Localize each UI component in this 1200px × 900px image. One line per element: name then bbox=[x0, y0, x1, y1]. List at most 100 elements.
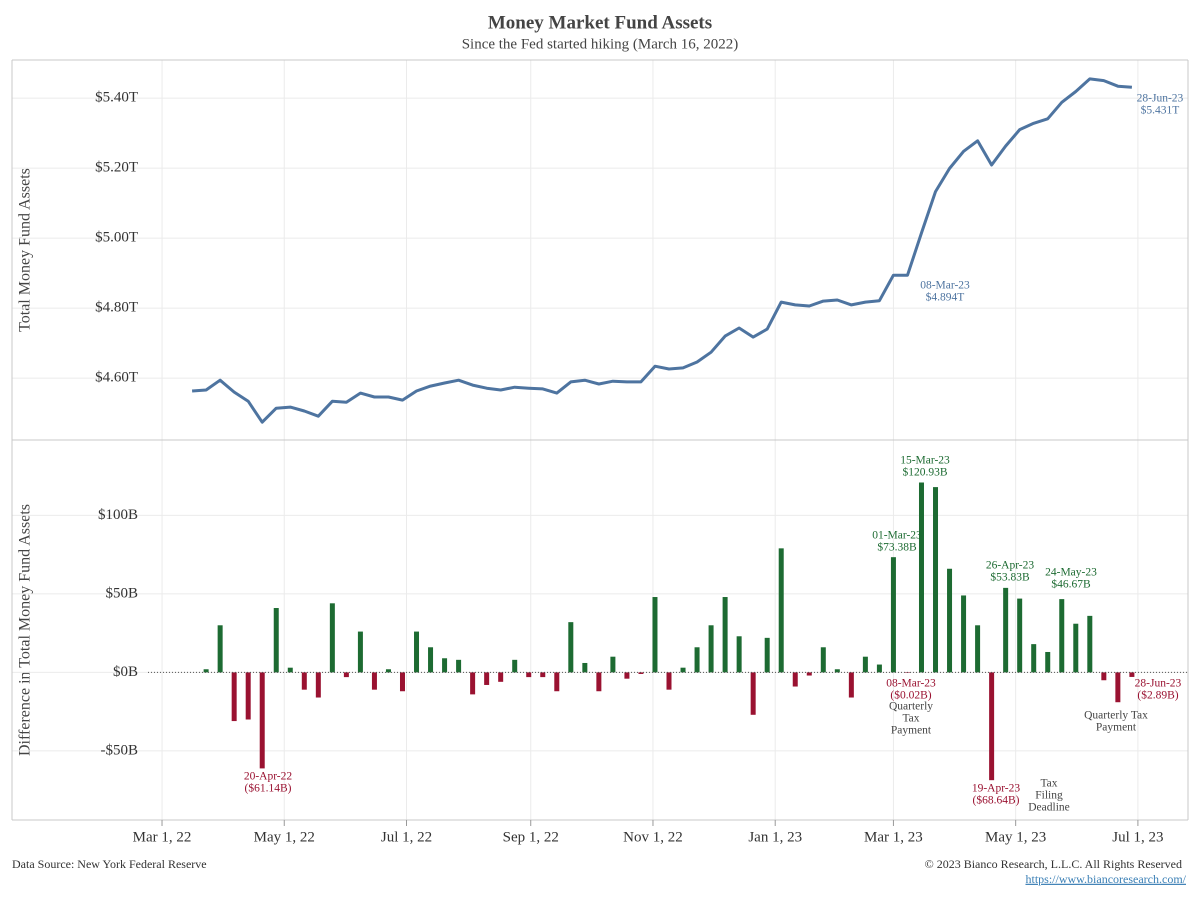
bar bbox=[456, 659, 462, 673]
annotation: $5.431T bbox=[1141, 104, 1180, 117]
y-tick-label: $4.80T bbox=[95, 300, 138, 316]
bar bbox=[484, 672, 490, 685]
bar bbox=[1129, 672, 1135, 677]
bar bbox=[596, 672, 602, 692]
bar bbox=[918, 482, 924, 673]
chart-title: Money Market Fund Assets bbox=[488, 12, 712, 33]
bar bbox=[834, 669, 840, 673]
bar bbox=[1115, 672, 1121, 703]
x-tick-label: Jan 1, 23 bbox=[748, 829, 802, 845]
bar bbox=[989, 672, 995, 781]
bar bbox=[301, 672, 307, 690]
y-tick-label: -$50B bbox=[101, 742, 139, 758]
annotation: 20-Apr-22 bbox=[244, 771, 293, 783]
bar bbox=[1087, 615, 1093, 673]
annotation: ($68.64B) bbox=[973, 794, 1020, 807]
bar bbox=[1073, 623, 1079, 673]
bar bbox=[526, 672, 532, 678]
y-tick-label: $50B bbox=[105, 585, 138, 601]
bar bbox=[610, 656, 616, 673]
bar bbox=[764, 637, 770, 673]
annotation: Quarterly Tax bbox=[1084, 710, 1148, 722]
bar bbox=[498, 672, 504, 682]
bar bbox=[806, 672, 812, 676]
chart-subtitle: Since the Fed started hiking (March 16, … bbox=[462, 36, 739, 52]
bar bbox=[890, 557, 896, 673]
bar bbox=[1003, 587, 1009, 673]
bar bbox=[470, 672, 476, 695]
bar bbox=[582, 662, 588, 673]
bar bbox=[217, 625, 223, 673]
bar bbox=[245, 672, 251, 720]
bar bbox=[1101, 672, 1107, 681]
bar bbox=[961, 595, 967, 673]
bar bbox=[736, 636, 742, 673]
bar bbox=[1031, 644, 1037, 673]
annotation: Tax bbox=[902, 713, 919, 725]
y-axis-title: Difference in Total Money Fund Assets bbox=[17, 504, 34, 756]
annotation: Quarterly bbox=[889, 701, 933, 713]
bar bbox=[862, 656, 868, 673]
x-tick-label: Sep 1, 22 bbox=[503, 829, 559, 845]
bar bbox=[399, 672, 405, 692]
bar bbox=[428, 647, 434, 673]
bar bbox=[414, 631, 420, 673]
annotation: $4.894T bbox=[926, 291, 965, 304]
y-tick-label: $5.40T bbox=[95, 90, 138, 106]
x-tick-label: Mar 1, 23 bbox=[864, 829, 923, 845]
bar bbox=[694, 647, 700, 673]
annotation: 15-Mar-23 bbox=[900, 455, 950, 467]
bar bbox=[792, 672, 798, 687]
bar bbox=[259, 672, 265, 769]
bar bbox=[371, 672, 377, 690]
bar bbox=[1059, 599, 1065, 673]
bar bbox=[708, 625, 714, 673]
bar bbox=[512, 659, 518, 673]
x-tick-label: Jul 1, 23 bbox=[1112, 829, 1163, 845]
bar bbox=[315, 672, 321, 698]
annotation: $120.93B bbox=[902, 466, 947, 479]
bar bbox=[947, 568, 953, 673]
bar bbox=[568, 622, 574, 673]
website-link[interactable]: https://www.biancoresearch.com/ bbox=[1025, 872, 1186, 886]
annotation: 08-Mar-23 bbox=[920, 280, 970, 292]
bar bbox=[876, 664, 882, 673]
annotation: $73.38B bbox=[877, 541, 917, 554]
data-source: Data Source: New York Federal Reserve bbox=[12, 857, 207, 871]
bar bbox=[554, 672, 560, 692]
bar bbox=[933, 487, 939, 673]
x-tick-label: Mar 1, 22 bbox=[133, 829, 192, 845]
bar bbox=[680, 667, 686, 673]
bar bbox=[975, 625, 981, 673]
bar bbox=[273, 608, 279, 673]
bar bbox=[540, 672, 546, 678]
bar bbox=[624, 672, 630, 679]
bar bbox=[1017, 598, 1023, 673]
x-tick-label: May 1, 22 bbox=[254, 829, 315, 845]
annotation: Payment bbox=[891, 725, 932, 737]
annotation: 28-Jun-23 bbox=[1137, 93, 1184, 105]
bar bbox=[638, 672, 644, 674]
annotation: Payment bbox=[1096, 722, 1137, 734]
bar bbox=[778, 548, 784, 673]
annotation: Tax bbox=[1040, 778, 1057, 790]
bar bbox=[385, 669, 391, 673]
annotation: 24-May-23 bbox=[1045, 567, 1097, 579]
annotation: ($0.02B) bbox=[890, 689, 931, 702]
y-tick-label: $4.60T bbox=[95, 370, 138, 386]
y-tick-label: $5.00T bbox=[95, 230, 138, 246]
bar bbox=[750, 672, 756, 715]
x-tick-label: Nov 1, 22 bbox=[623, 829, 683, 845]
y-tick-label: $5.20T bbox=[95, 160, 138, 176]
bar bbox=[287, 667, 293, 673]
bar bbox=[848, 672, 854, 698]
bar bbox=[666, 672, 672, 690]
copyright: © 2023 Bianco Research, L.L.C. All Right… bbox=[925, 857, 1182, 871]
x-tick-label: Jul 1, 22 bbox=[381, 829, 432, 845]
x-tick-label: May 1, 23 bbox=[985, 829, 1046, 845]
y-tick-label: $100B bbox=[98, 507, 138, 523]
bar bbox=[1045, 651, 1051, 673]
bar bbox=[343, 672, 349, 678]
bar bbox=[820, 647, 826, 673]
